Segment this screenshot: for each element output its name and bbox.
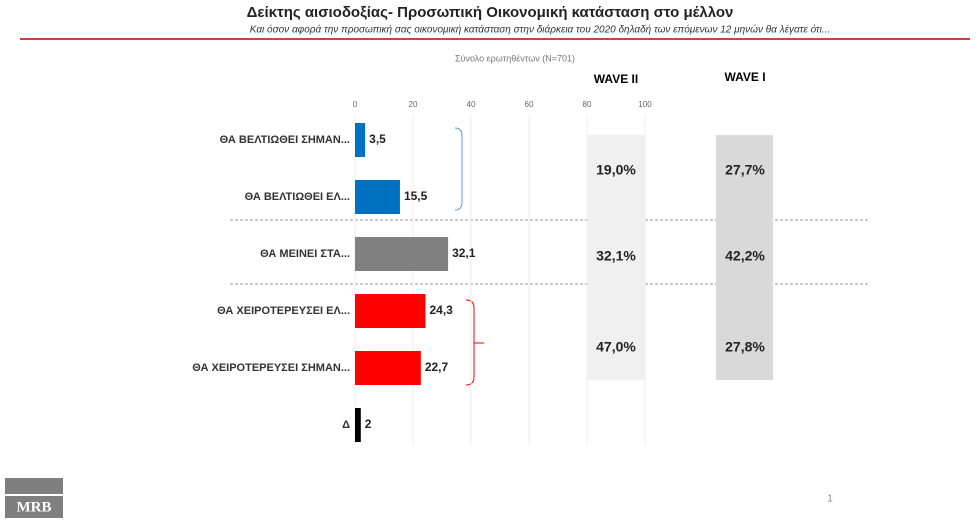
y-tick-label: Δ (342, 419, 350, 431)
value-label: 32,1 (452, 246, 476, 260)
logo-band (5, 478, 63, 494)
wave-cell: 47,0% (596, 339, 636, 355)
y-tick-label: ΘΑ ΒΕΛΤΙΩΘΕΙ ΣΗΜΑΝ... (220, 134, 350, 146)
page-number: 1 (827, 494, 833, 505)
wave-cell: 19,0% (596, 162, 636, 178)
wave-cell: 27,8% (725, 339, 765, 355)
x-tick-label: 60 (525, 100, 534, 109)
slide-subtitle: Και όσον αφορά την προσωπική σας οικονομ… (250, 24, 830, 36)
x-tick-label: 100 (638, 100, 652, 109)
wave-header: WAVE II (594, 72, 638, 86)
value-label: 22,7 (425, 360, 449, 374)
y-tick-label: ΘΑ ΜΕΙΝΕΙ ΣΤΑ... (260, 248, 350, 260)
y-tick-label: ΘΑ ΧΕΙΡΟΤΕΡΕΥΣΕΙ ΕΛ... (217, 305, 350, 317)
slide-title: Δείκτης αισιοδοξίας- Προσωπική Οικονομικ… (247, 4, 734, 21)
bracket (454, 127, 463, 211)
x-tick-label: 0 (353, 100, 358, 109)
bar (355, 351, 421, 385)
value-label: 3,5 (369, 132, 386, 146)
value-label: 15,5 (404, 189, 428, 203)
wave-header: WAVE I (724, 70, 765, 84)
bar (355, 180, 400, 214)
wave-column (588, 135, 645, 380)
logo-box (5, 496, 63, 518)
wave-column (716, 135, 773, 380)
y-tick-label: ΘΑ ΧΕΙΡΟΤΕΡΕΥΣΕΙ ΣΗΜΑΝ... (192, 362, 350, 374)
bar (355, 123, 366, 157)
bar (355, 237, 449, 271)
sample-note: Σύνολο ερωτηθέντων (N=701) (455, 53, 575, 63)
wave-cell: 27,7% (725, 162, 765, 178)
value-label: 24,3 (429, 303, 453, 317)
logo: MRB (17, 499, 52, 515)
value-label: 2 (365, 417, 372, 431)
bar (355, 408, 361, 442)
wave-cell: 32,1% (596, 248, 636, 264)
y-tick-label: ΘΑ ΒΕΛΤΙΩΘΕΙ ΕΛ... (245, 191, 350, 203)
x-tick-label: 80 (583, 100, 592, 109)
bar (355, 294, 426, 328)
bracket (465, 299, 484, 386)
wave-cell: 42,2% (725, 248, 765, 264)
x-tick-label: 40 (467, 100, 476, 109)
x-tick-label: 20 (409, 100, 418, 109)
